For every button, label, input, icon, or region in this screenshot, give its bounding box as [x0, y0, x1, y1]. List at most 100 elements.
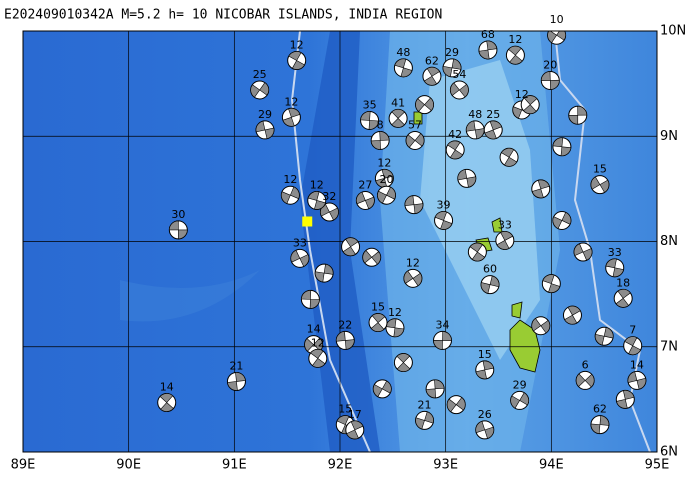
depth-label: 6 — [582, 358, 589, 371]
focal-mechanism — [475, 420, 495, 440]
beachball-compression — [531, 179, 550, 199]
focal-mechanism — [404, 195, 424, 215]
beachball-compression — [478, 40, 498, 60]
beachball-compression — [627, 371, 647, 390]
focal-mechanism — [615, 389, 635, 409]
focal-mechanism — [627, 370, 647, 390]
focal-mechanism — [510, 390, 530, 410]
focal-mechanism — [415, 410, 435, 430]
depth-label: 60 — [483, 263, 497, 276]
depth-label: 12 — [515, 88, 529, 101]
focal-mechanism — [495, 230, 515, 250]
beachball-compression — [372, 380, 392, 398]
focal-mechanism — [157, 393, 177, 413]
focal-mechanism — [562, 305, 582, 325]
beachball-compression — [168, 220, 188, 240]
focal-mechanism — [370, 130, 390, 150]
focal-mechanism — [168, 220, 188, 240]
beachball-compression — [356, 191, 375, 210]
depth-label: 62 — [593, 403, 607, 416]
focal-mechanism — [376, 185, 396, 205]
focal-mechanism — [368, 313, 388, 333]
beachball-compression — [301, 290, 320, 309]
focal-mechanism — [307, 190, 327, 210]
focal-mechanism — [623, 336, 643, 356]
depth-label: 25 — [486, 108, 500, 121]
depth-label: 12 — [283, 173, 297, 186]
focal-mechanism — [434, 210, 454, 230]
beachball-compression — [552, 211, 572, 229]
beachball-compression — [396, 353, 411, 372]
depth-label: 54 — [452, 68, 466, 81]
y-tick-label: 6N — [660, 445, 678, 460]
beachball-compression — [415, 97, 434, 112]
focal-mechanism — [385, 318, 405, 338]
depth-label: 10 — [550, 13, 564, 26]
focal-mechanism — [594, 326, 614, 346]
beachball-compression — [446, 397, 466, 413]
beachball-compression — [457, 169, 477, 188]
focal-mechanism — [393, 58, 413, 78]
depth-label: 18 — [616, 276, 630, 289]
depth-label: 7 — [629, 324, 636, 337]
depth-label: 15 — [338, 403, 352, 416]
y-tick-label: 9N — [660, 129, 678, 144]
beachball-compression — [314, 263, 334, 283]
depth-label: 14 — [307, 323, 321, 336]
beachball-compression — [423, 66, 441, 86]
focal-mechanism — [499, 147, 519, 167]
focal-mechanism — [552, 210, 572, 230]
focal-mechanism — [355, 190, 375, 210]
beachball-compression — [568, 105, 588, 125]
beachball-compression — [594, 327, 614, 346]
focal-mechanism — [573, 242, 593, 262]
focal-mechanism — [478, 40, 498, 60]
depth-label: 12 — [508, 33, 522, 46]
beachball-compression — [307, 191, 326, 210]
beachball-compression — [281, 186, 300, 204]
focal-mechanism — [465, 120, 485, 140]
map-title: E202409010342A M=5.2 h= 10 NICOBAR ISLAN… — [4, 8, 442, 23]
beachball-compression — [391, 109, 405, 128]
depth-label: 26 — [478, 408, 492, 421]
depth-label: 20 — [379, 173, 393, 186]
beachball-compression — [552, 137, 572, 157]
beachball-compression — [310, 349, 326, 368]
focal-mechanism — [483, 120, 503, 140]
beachball-compression — [362, 249, 381, 265]
depth-label: 14 — [630, 358, 644, 371]
beachball-compression — [425, 379, 445, 399]
focal-mechanism — [445, 140, 465, 160]
x-tick-label: 95E — [645, 458, 670, 473]
beachball-compression — [484, 120, 502, 140]
beachball-compression — [290, 249, 310, 267]
x-tick-label: 90E — [116, 458, 141, 473]
depth-label: 41 — [391, 96, 405, 109]
focal-mechanism — [362, 247, 382, 267]
beachball-compression — [403, 270, 423, 287]
depth-label: 12 — [406, 256, 420, 269]
focal-mechanism — [335, 330, 355, 350]
depth-label: 29 — [258, 108, 272, 121]
depth-label: 17 — [348, 408, 362, 421]
x-tick-label: 91E — [222, 458, 247, 473]
depth-label: 62 — [425, 54, 439, 67]
focal-mechanism — [280, 185, 300, 205]
depth-label: 12 — [284, 95, 298, 108]
depth-label: 39 — [437, 198, 451, 211]
depth-label: 12 — [311, 336, 325, 349]
beachball-compression — [510, 392, 529, 409]
focal-mechanism — [300, 289, 320, 309]
focal-mechanism — [568, 105, 588, 125]
depth-label: 34 — [435, 318, 449, 331]
focal-mechanism — [541, 274, 561, 294]
x-tick-label: 94E — [539, 458, 564, 473]
beachball-compression — [442, 58, 462, 78]
beachball-compression — [342, 237, 359, 257]
focal-mechanism — [422, 66, 442, 86]
focal-mechanism — [552, 137, 572, 157]
focal-mechanism — [281, 107, 301, 127]
depth-label: 57 — [408, 118, 422, 131]
x-tick-label: 93E — [433, 458, 458, 473]
focal-mechanism — [540, 70, 560, 90]
